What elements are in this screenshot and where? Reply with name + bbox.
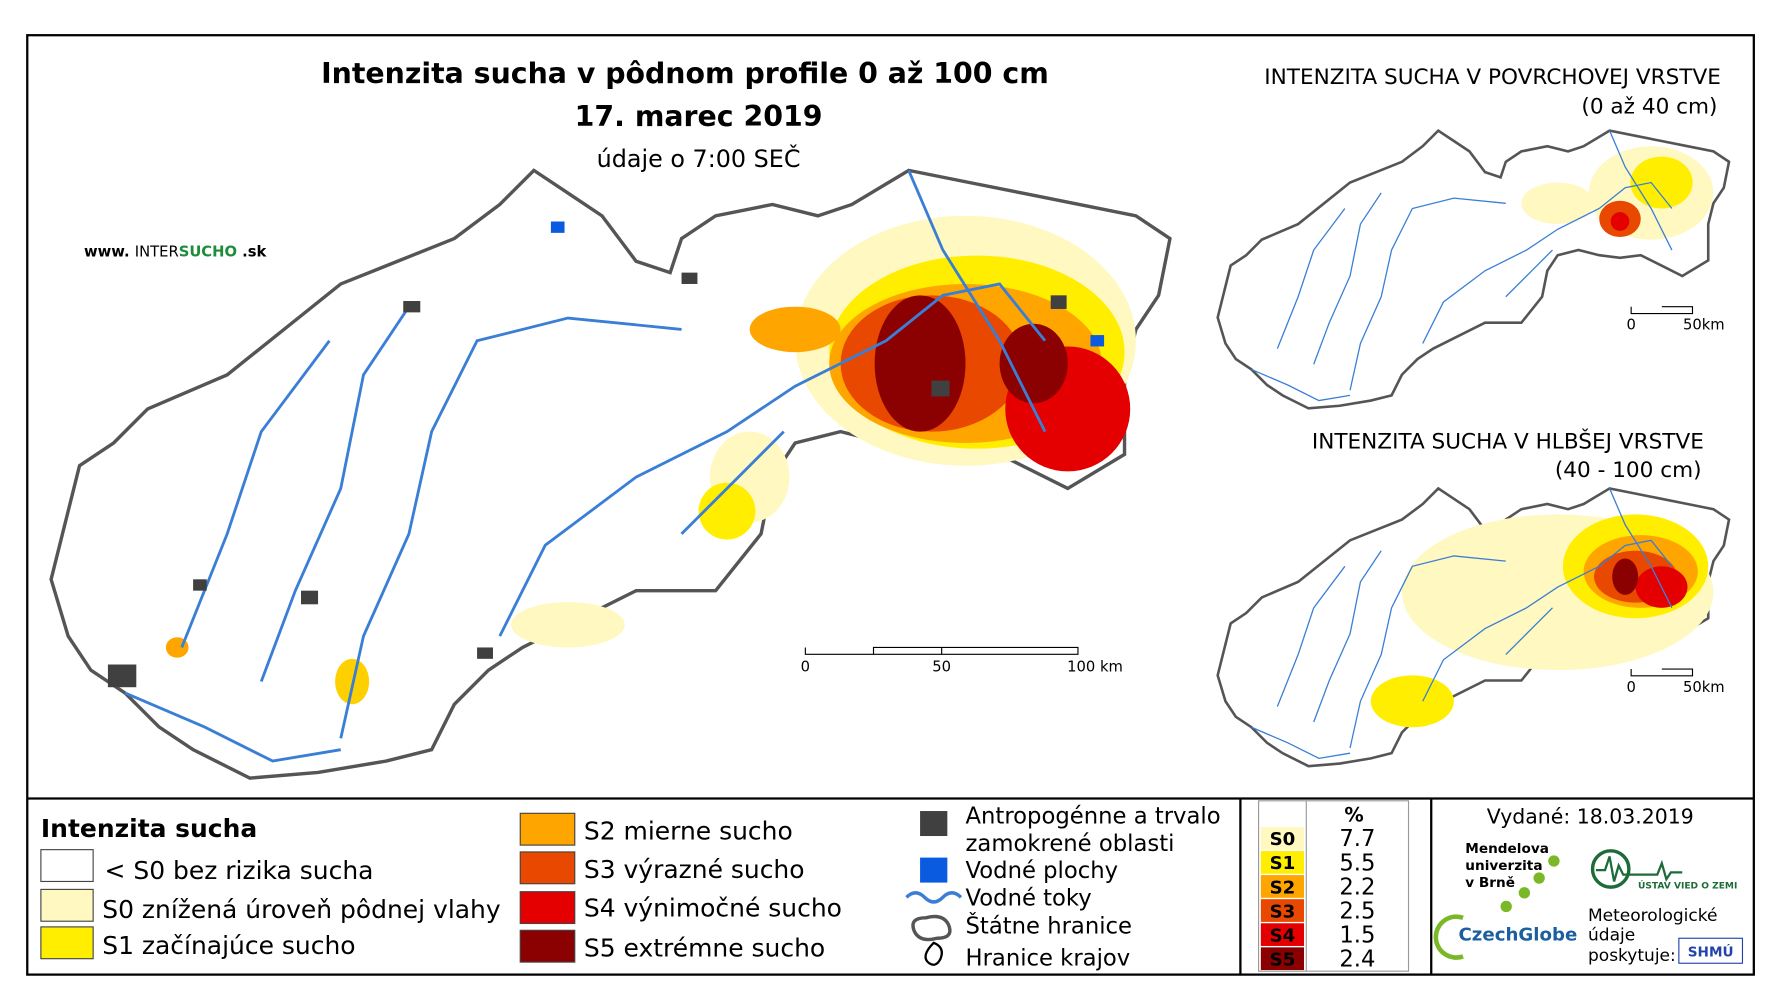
percent: 5.5	[1339, 850, 1375, 876]
main-map	[49, 168, 1172, 780]
legend: Intenzita sucha < S0 bez rizika sucha S0…	[40, 812, 842, 963]
inset-title: INTENZITA SUCHA V HLBŠEJ VRSTVE	[1312, 429, 1704, 455]
legend-label: S2 mierne sucho	[584, 816, 793, 845]
legend-label: Antropogénne a trvalo	[966, 804, 1221, 830]
class-cell	[1260, 875, 1305, 898]
logo-text: SHMÚ	[1688, 942, 1734, 960]
scale-label: 100 km	[1067, 658, 1123, 675]
percent: 2.5	[1339, 898, 1375, 924]
logo-text: Meteorologické	[1588, 906, 1717, 926]
date: 17. marec 2019	[575, 100, 823, 133]
issued: Vydané: 18.03.2019	[1487, 805, 1694, 829]
inset-map-bottom	[1216, 487, 1731, 768]
scale-bars: 0 50 100 km 0 50km 0 50km	[801, 306, 1725, 696]
legend-label: < S0 bez rizika sucha	[105, 856, 374, 885]
inset-subtitle: (0 až 40 cm)	[1581, 95, 1717, 120]
logo-text: v Brně	[1465, 875, 1515, 891]
percent: 7.7	[1339, 826, 1375, 852]
legend-label: Vodné toky	[966, 885, 1092, 911]
logo-text: CzechGlobe	[1458, 925, 1577, 946]
scale-label: 0	[801, 658, 810, 675]
scale-label: 50	[932, 658, 951, 675]
credits: Vydané: 18.03.2019 Mendelova univerzita …	[1433, 805, 1744, 966]
class-cell	[1260, 851, 1305, 874]
percent: 2.4	[1339, 947, 1375, 973]
legend-label: Hranice krajov	[966, 946, 1131, 972]
class-cell	[1260, 947, 1305, 971]
stats-table: % S0 7.7 S1 5.5 S2 2.2 S3 2.5 S4 1.5 S5 2.4	[1258, 800, 1410, 973]
class-label: S4	[1270, 925, 1296, 946]
inset-map-top	[1216, 129, 1731, 410]
logo-text: univerzita	[1465, 858, 1542, 874]
legend-label: S0 znížená úroveň pôdnej vlahy	[102, 895, 501, 924]
legend-label: Vodné plochy	[966, 858, 1119, 884]
legend-label: S1 začínajúce sucho	[102, 931, 355, 960]
class-label: S2	[1270, 877, 1296, 898]
drought-areas	[165, 215, 1136, 705]
feature-legend: Antropogénne a trvalo zamokrené oblasti …	[905, 804, 1221, 972]
class-cell	[1260, 923, 1305, 946]
legend-label: S3 výrazné sucho	[584, 855, 805, 884]
legend-label: Štátne hranice	[966, 912, 1132, 940]
scale-label: 50km	[1683, 679, 1725, 696]
class-cell	[1260, 826, 1305, 850]
legend-label: S4 výnimočné sucho	[584, 894, 842, 923]
website: www. INTERSUCHO .sk	[84, 244, 267, 261]
scale-label: 50km	[1683, 316, 1725, 333]
legend-label: zamokrené oblasti	[966, 831, 1175, 857]
titles: Intenzita sucha v pôdnom profile 0 až 10…	[84, 57, 1721, 483]
percent: 2.2	[1339, 874, 1375, 900]
logo-text: Mendelova	[1465, 841, 1549, 857]
logo-text: údaje	[1588, 926, 1635, 946]
percent: 1.5	[1339, 923, 1375, 949]
inset-title: INTENZITA SUCHA V POVRCHOVEJ VRSTVE	[1264, 65, 1721, 90]
urban-areas	[107, 272, 1067, 688]
table-header: %	[1344, 803, 1363, 826]
scale-label: 0	[1626, 679, 1635, 696]
legend-title: Intenzita sucha	[41, 814, 257, 843]
class-label: S5	[1270, 950, 1296, 971]
class-label: S3	[1270, 901, 1296, 922]
class-label: S0	[1270, 829, 1296, 850]
logo-text: ÚSTAV VIED O ZEMI	[1638, 879, 1737, 891]
scale-label: 0	[1626, 316, 1635, 333]
title: Intenzita sucha v pôdnom profile 0 až 10…	[321, 57, 1049, 90]
subtitle: údaje o 7:00 SEČ	[597, 145, 801, 173]
class-label: S1	[1270, 853, 1296, 874]
legend-label: S5 extrémne sucho	[584, 933, 825, 962]
class-cell	[1260, 899, 1305, 922]
logo-text: poskytuje:	[1588, 946, 1676, 966]
inset-subtitle: (40 - 100 cm)	[1555, 458, 1702, 483]
